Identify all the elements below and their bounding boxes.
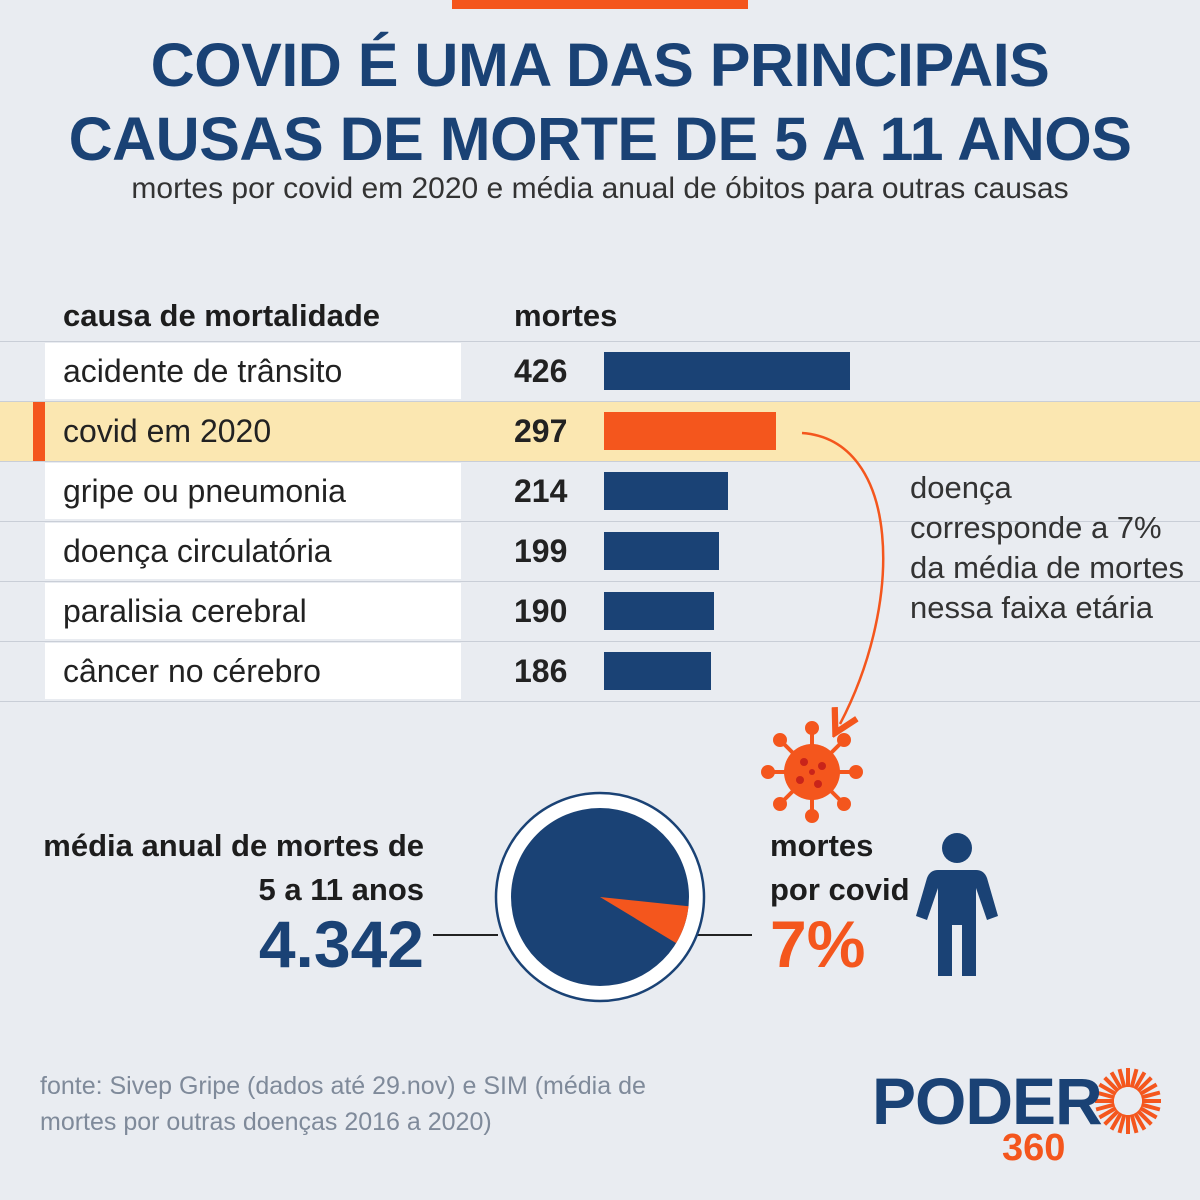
cause-cell xyxy=(45,523,461,579)
top-accent-line xyxy=(452,0,748,9)
total-deaths-label: média anual de mortes de 5 a 11 anos xyxy=(43,828,424,907)
cause-cell xyxy=(45,583,461,639)
row-divider xyxy=(0,461,1200,462)
deaths-value: 186 xyxy=(514,653,568,689)
column-header-cause: causa de mortalidade xyxy=(63,298,381,333)
highlight-row xyxy=(0,402,1200,461)
highlight-accent xyxy=(33,402,45,461)
sunburst-logo-icon xyxy=(1095,1068,1161,1134)
cause-label: doença circulatória xyxy=(63,533,332,569)
row-divider xyxy=(0,581,1200,582)
deaths-value: 214 xyxy=(514,473,568,509)
virus-icon xyxy=(761,721,863,823)
cause-cell xyxy=(45,463,461,519)
deaths-value: 199 xyxy=(514,533,568,569)
cause-label: gripe ou pneumonia xyxy=(63,473,346,509)
row-divider xyxy=(0,701,1200,702)
covid-deaths-value: 7% xyxy=(770,907,866,981)
deaths-value: 426 xyxy=(514,353,568,389)
bar xyxy=(604,592,714,630)
bar xyxy=(604,352,850,390)
bar xyxy=(604,532,719,570)
subtitle: mortes por covid em 2020 e média anual d… xyxy=(131,172,1069,205)
person-icon xyxy=(916,833,998,976)
logo-subtext: 360 xyxy=(1002,1127,1066,1169)
bar xyxy=(604,472,728,510)
cause-cell xyxy=(45,643,461,699)
cause-label: câncer no cérebro xyxy=(63,653,321,689)
row-divider xyxy=(0,341,1200,342)
covid-deaths-label: mortes por covid xyxy=(770,828,910,907)
deaths-value: 190 xyxy=(514,593,568,629)
cause-cell xyxy=(45,343,461,399)
title-line-1: COVID É UMA DAS PRINCIPAIS xyxy=(150,31,1050,99)
bar xyxy=(604,652,711,690)
annotation-arrow xyxy=(801,431,885,724)
row-divider xyxy=(0,401,1200,402)
bar-covid xyxy=(604,412,776,450)
title-line-2: CAUSAS DE MORTE DE 5 A 11 ANOS xyxy=(68,105,1132,173)
source-note: fonte: Sivep Gripe (dados até 29.nov) e … xyxy=(40,1072,646,1136)
deaths-value: 297 xyxy=(514,413,568,449)
cause-label: acidente de trânsito xyxy=(63,353,343,389)
row-divider xyxy=(0,521,1200,522)
column-header-deaths: mortes xyxy=(514,298,618,333)
row-divider xyxy=(0,641,1200,642)
cause-label: paralisia cerebral xyxy=(63,593,307,629)
logo-text: PODER xyxy=(872,1064,1103,1138)
pie-slice-covid xyxy=(600,897,689,944)
cause-label: covid em 2020 xyxy=(63,413,272,449)
total-deaths-value: 4.342 xyxy=(258,907,424,981)
annotation-note: doença corresponde a 7% da média de mort… xyxy=(910,470,1184,625)
